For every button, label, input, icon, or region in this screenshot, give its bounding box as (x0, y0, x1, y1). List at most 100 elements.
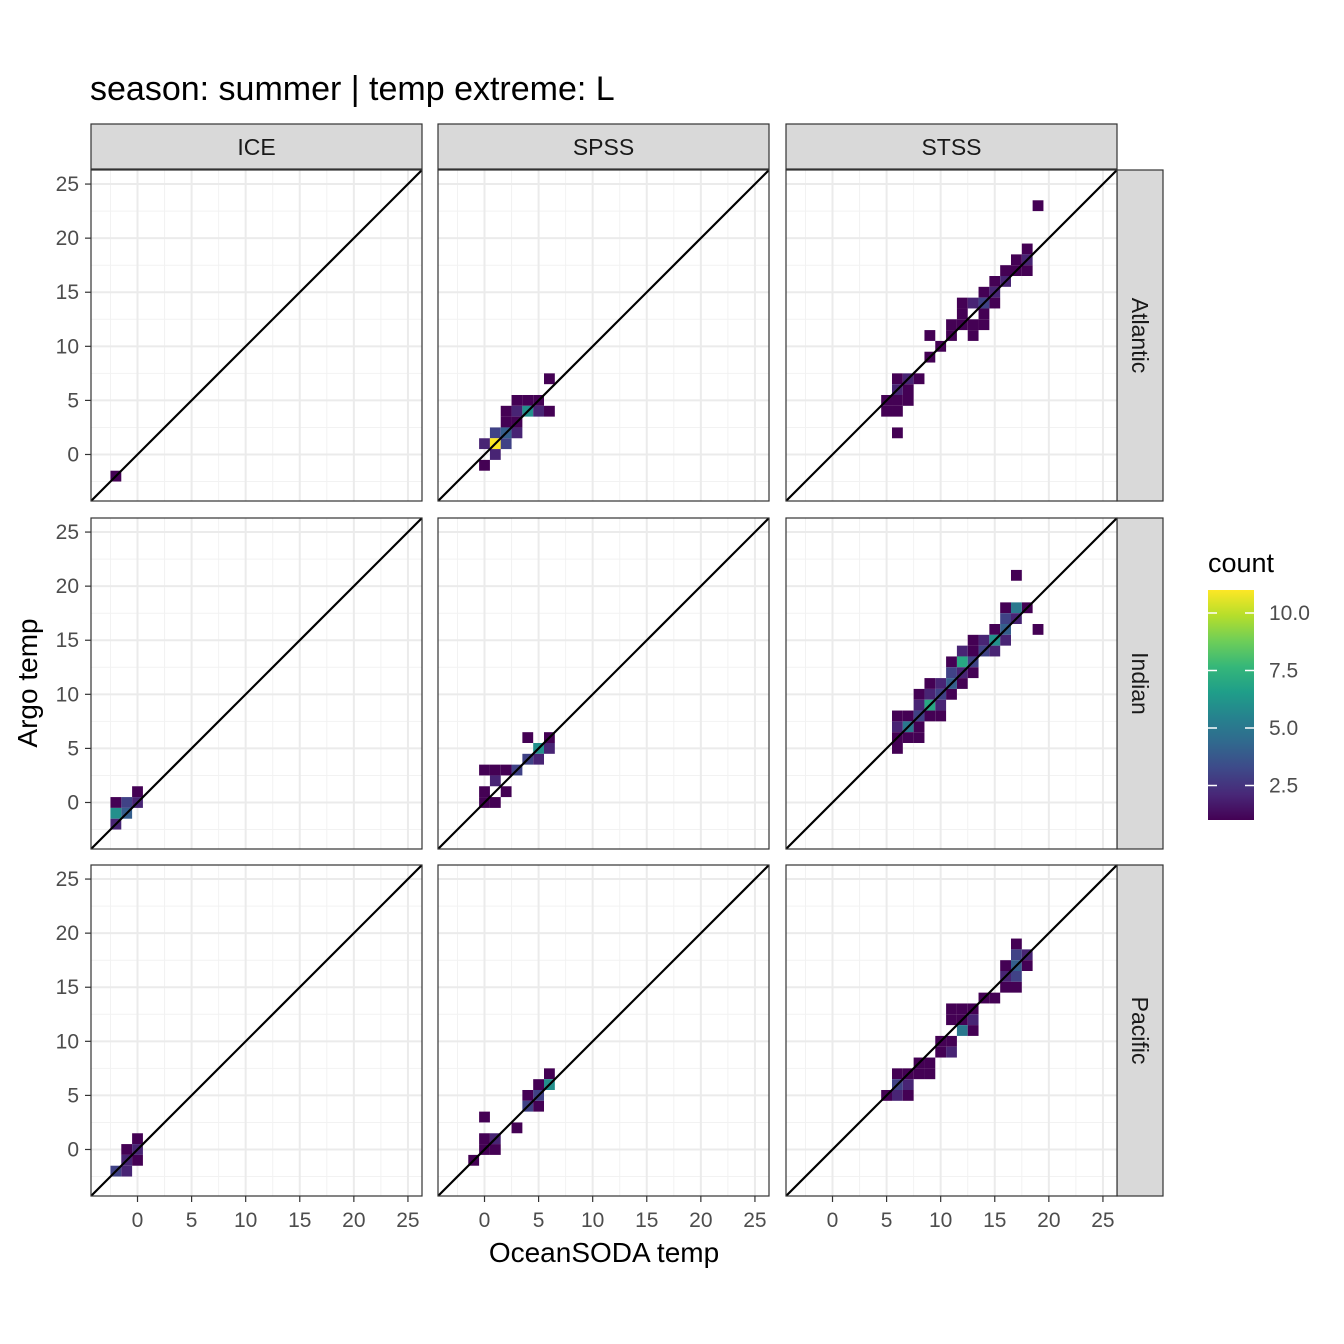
column-strip-label: ICE (237, 134, 275, 160)
heatmap-cell (544, 742, 555, 754)
heatmap-cell (892, 1068, 903, 1080)
heatmap-cell (1021, 243, 1033, 255)
heatmap-cell (967, 667, 979, 679)
panel-border (785, 517, 1118, 850)
heatmap-cell (902, 1089, 914, 1101)
heatmap-cell (956, 656, 968, 668)
heatmap-cell (489, 427, 501, 439)
heatmap-cell (956, 297, 968, 309)
heatmap-cell (892, 1089, 903, 1101)
x-tick-label: 10 (929, 1209, 952, 1232)
row-strip-label: Atlantic (1127, 298, 1153, 373)
y-tick-label: 15 (56, 976, 79, 999)
heatmap-cell (1010, 602, 1022, 614)
heatmap-cell (1010, 971, 1022, 982)
panel-border (437, 517, 770, 850)
heatmap-cell (946, 1046, 957, 1058)
heatmap-cell (522, 732, 534, 743)
x-tick-label: 5 (533, 1209, 545, 1232)
heatmap-cell (110, 797, 122, 808)
heatmap-cell (132, 786, 143, 798)
heatmap-cell (1000, 981, 1011, 993)
y-tick-label: 10 (56, 1030, 79, 1053)
heatmap-cell (533, 1079, 545, 1090)
heatmap-cell (1021, 960, 1033, 972)
row-strip-pacific: Pacific (1116, 864, 1164, 1197)
heatmap-cell (967, 297, 979, 309)
heatmap-cell (935, 1046, 947, 1058)
legend-tick-label: 2.5 (1269, 775, 1298, 798)
panel-ice-atlantic (90, 169, 423, 502)
heatmap-cell (489, 775, 501, 787)
y-tick-label: 5 (67, 737, 79, 760)
x-tick-label: 15 (983, 1209, 1006, 1232)
heatmap-cell (902, 384, 914, 395)
legend-title: count (1208, 548, 1275, 578)
column-strip-ice: ICE (90, 123, 423, 170)
panel-border (785, 864, 1118, 1197)
y-tick-label: 10 (56, 335, 79, 358)
heatmap-cell (924, 330, 936, 341)
heatmap-cell (500, 405, 512, 417)
heatmap-cell (946, 1003, 957, 1015)
heatmap-cell (132, 1133, 143, 1145)
heatmap-cell (892, 427, 903, 439)
heatmap-cell (967, 319, 979, 331)
heatmap-cell (967, 634, 979, 646)
panel-spss-pacific (437, 864, 770, 1197)
y-tick-label: 5 (67, 1084, 79, 1107)
heatmap-cell (924, 1057, 936, 1069)
heatmap-cell (913, 721, 925, 733)
x-tick-label: 15 (288, 1209, 311, 1232)
heatmap-cell (989, 624, 1001, 635)
panel-border (437, 169, 770, 502)
heatmap-cell (978, 286, 990, 298)
heatmap-cell (956, 1003, 968, 1015)
heatmap-cell (1010, 949, 1022, 961)
panel-border (437, 864, 770, 1197)
identity-line (438, 170, 769, 501)
y-tick-label: 0 (67, 1138, 79, 1161)
heatmap-cell (544, 405, 555, 417)
panel-border (90, 517, 423, 850)
legend-tick-label: 5.0 (1269, 717, 1298, 740)
column-strip-label: SPSS (573, 134, 634, 160)
heatmap-cell (956, 645, 968, 657)
heatmap-cell (479, 1111, 490, 1123)
heatmap-cell (533, 753, 545, 765)
panel-spss-indian (437, 517, 770, 850)
panel-stss-atlantic (785, 169, 1118, 502)
heatmap-cell (913, 699, 925, 711)
heatmap-cell (1032, 624, 1044, 635)
y-tick-label: 15 (56, 629, 79, 652)
identity-line (438, 518, 769, 849)
heatmap-cell (511, 1122, 523, 1134)
heatmap-cell (956, 678, 968, 689)
heatmap-cell (946, 1035, 957, 1047)
heatmap-cell (1032, 200, 1044, 212)
x-tick-label: 0 (827, 1209, 839, 1232)
heatmap-cell (946, 688, 957, 700)
y-tick-label: 20 (56, 227, 79, 250)
heatmap-cell (913, 1068, 925, 1080)
heatmap-cell (479, 1133, 490, 1145)
heatmap-cell (892, 721, 903, 733)
panel-stss-indian (785, 517, 1118, 850)
heatmap-cell (956, 1025, 968, 1036)
panel-stss-pacific (785, 864, 1118, 1197)
count-legend: count 2.5 5.0 7.5 10.0 (1208, 548, 1310, 820)
heatmap-cell (946, 1014, 957, 1026)
heatmap-cell (479, 764, 490, 776)
legend-tick-label: 10.0 (1269, 602, 1310, 625)
heatmap-cell (1000, 613, 1011, 625)
heatmap-cell (892, 710, 903, 722)
heatmap-cell (881, 405, 893, 417)
x-tick-label: 25 (396, 1209, 419, 1232)
x-tick-label: 20 (342, 1209, 365, 1232)
heatmap-cell (511, 405, 523, 417)
heatmap-cell (989, 276, 1001, 287)
y-axis-title: Argo temp (12, 618, 43, 747)
heatmap-cell (121, 1144, 133, 1155)
x-tick-label: 5 (186, 1209, 198, 1232)
heatmap-cell (489, 449, 501, 460)
